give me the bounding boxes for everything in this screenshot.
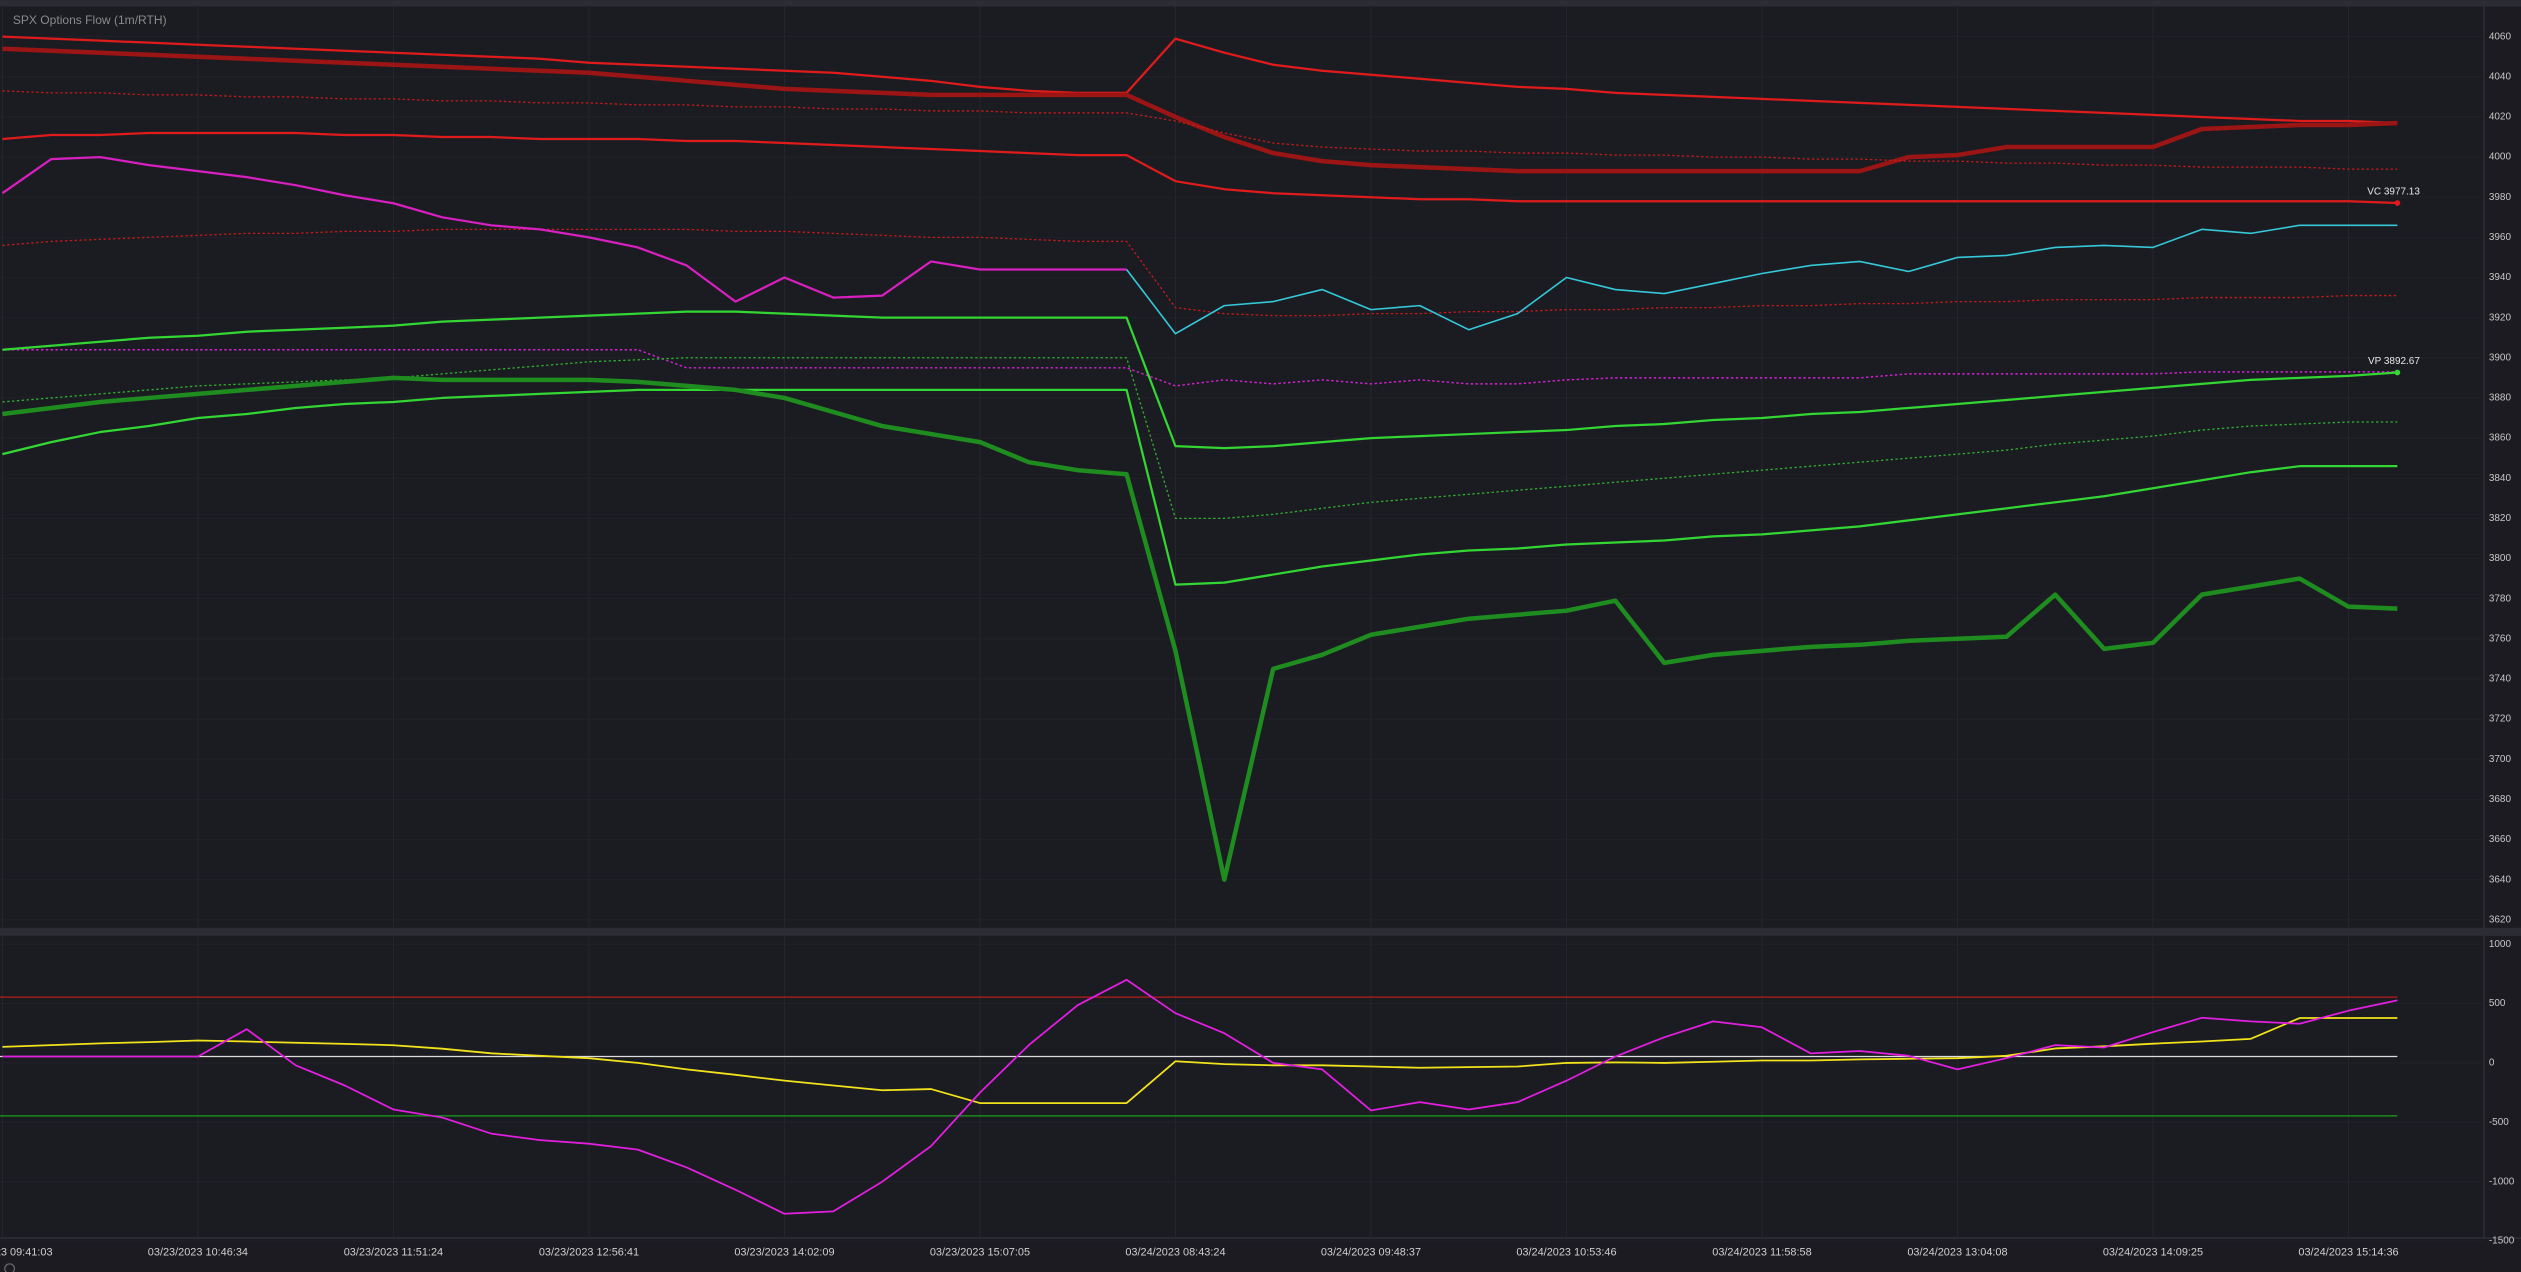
series-line	[2, 349, 2398, 387]
series-line	[2, 310, 2398, 450]
y-tick-label: -1000	[2489, 1176, 2515, 1187]
y-tick-label: 3900	[2489, 352, 2512, 363]
panel-divider	[0, 927, 2521, 936]
y-tick-label: 3620	[2489, 914, 2512, 925]
y-tick-label: 3760	[2489, 633, 2512, 644]
y-tick-label: 3780	[2489, 593, 2512, 604]
x-tick-label: 03/24/2023 10:53:46	[1516, 1246, 1616, 1258]
x-tick-label: 03/24/2023 11:58:58	[1712, 1246, 1811, 1258]
series-line	[2, 1017, 2398, 1104]
y-tick-label: 3640	[2489, 874, 2512, 885]
lower-panel	[0, 935, 2485, 1239]
series-line	[2, 375, 2398, 882]
x-tick-label: 03/24/2023 14:09:25	[2103, 1246, 2203, 1258]
y-tick-label: 4000	[2489, 152, 2512, 163]
end-marker	[2394, 369, 2401, 376]
x-tick-label: 03/23/2023 10:46:34	[148, 1246, 248, 1258]
x-tick-label: 03/23/2023 14:02:09	[734, 1246, 834, 1258]
y-tick-label: -500	[2489, 1117, 2509, 1128]
y-tick-label: 0	[2489, 1058, 2495, 1069]
end-label: VC 3977.13	[2367, 186, 2420, 197]
y-tick-label: 3880	[2489, 393, 2512, 404]
y-tick-label: 3840	[2489, 473, 2512, 484]
y-tick-label: 3820	[2489, 513, 2512, 524]
series-line	[2, 357, 2398, 520]
chart-title: SPX Options Flow (1m/RTH)	[13, 13, 167, 27]
y-tick-label: 3700	[2489, 754, 2512, 765]
top-strip	[0, 0, 2521, 7]
y-tick-label: 3860	[2489, 433, 2512, 444]
x-tick-label: 03/24/2023 09:48:37	[1321, 1246, 1421, 1258]
series-line	[2, 46, 2398, 174]
y-tick-label: 3660	[2489, 834, 2512, 845]
y-tick-label: 3960	[2489, 232, 2512, 243]
series-line	[2, 228, 2398, 317]
y-tick-label: 3740	[2489, 674, 2512, 685]
y-tick-label: 3980	[2489, 192, 2512, 203]
x-tick-label: 03/23/2023 11:51:24	[344, 1246, 443, 1258]
y-tick-label: 3920	[2489, 312, 2512, 323]
y-tick-label: 4020	[2489, 112, 2512, 123]
x-tick-label: 03/23/2023 12:56:41	[539, 1246, 639, 1258]
main-panel	[0, 6, 2485, 928]
x-tick-label: 03/24/2023 13:04:08	[1907, 1246, 2007, 1258]
x-tick-label: 03/24/2023 08:43:24	[1125, 1246, 1225, 1258]
end-marker	[2394, 200, 2401, 206]
end-label: VP 3892.67	[2368, 356, 2420, 367]
y-tick-label: -1500	[2489, 1236, 2515, 1247]
y-tick-label: 3680	[2489, 794, 2512, 805]
series-line	[2, 131, 2398, 205]
series-line	[2, 978, 2398, 1215]
y-tick-label: 3940	[2489, 272, 2512, 283]
series-line	[2, 35, 2398, 125]
y-tick-label: 500	[2489, 998, 2506, 1009]
series-line	[2, 388, 2398, 586]
y-tick-label: 1000	[2489, 939, 2512, 950]
x-tick-label: 03/23/2023 15:07:05	[930, 1246, 1030, 1258]
x-tick-label: 03/24/2023 15:14:36	[2298, 1246, 2398, 1258]
series-line	[1125, 224, 2398, 335]
y-tick-label: 4040	[2489, 71, 2512, 82]
series-line	[1, 155, 1127, 303]
y-tick-label: 3720	[2489, 714, 2512, 725]
y-tick-label: 3800	[2489, 553, 2512, 564]
settings-icon[interactable]	[4, 1263, 16, 1272]
y-tick-label: 4060	[2489, 31, 2512, 42]
x-tick-label: 03/23/2023 09:41:03	[0, 1246, 53, 1258]
